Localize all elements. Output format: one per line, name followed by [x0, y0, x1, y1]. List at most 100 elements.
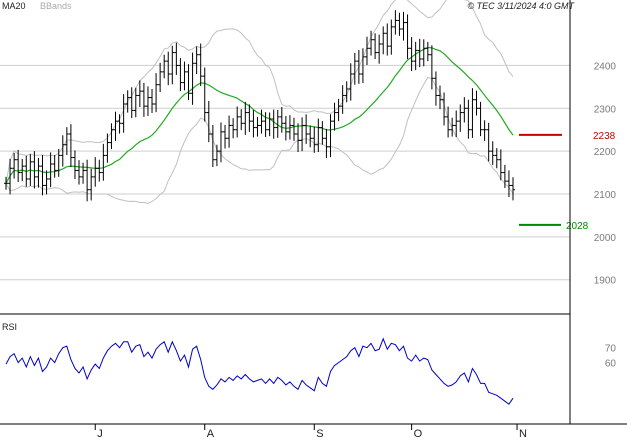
price-bar: [490, 141, 495, 165]
price-bar: [356, 50, 361, 84]
price-bar: [182, 61, 187, 91]
price-bar: [194, 46, 199, 74]
price-bar: [425, 41, 430, 62]
price-bar: [235, 106, 240, 138]
price-bar: [417, 38, 422, 68]
bollinger-bands-layer: [5, 0, 514, 204]
source-timestamp: © TEC 3/11/2024 4:0 GMT: [467, 1, 575, 11]
price-bar: [466, 99, 471, 139]
price-bar: [231, 118, 236, 139]
price-bar: [186, 64, 191, 101]
price-bar: [486, 122, 491, 162]
price-bar: [336, 98, 341, 122]
price-bar: [28, 154, 33, 186]
price-bar: [105, 133, 110, 163]
price-bar: [125, 90, 130, 113]
price-bar: [364, 36, 369, 65]
price-bar: [446, 106, 451, 138]
price-bar: [145, 86, 150, 116]
price-bar: [154, 73, 159, 113]
price-bar: [267, 112, 272, 137]
price-bar: [320, 121, 325, 145]
price-bar: [113, 111, 118, 141]
rsi-y-tick-label: 70: [605, 344, 617, 355]
price-bar: [60, 135, 65, 167]
grid-layer: 1900 2000 2100 2200 2300 2400 60 70: [0, 61, 617, 370]
resistance-label: 2238: [593, 131, 616, 142]
price-bar: [506, 170, 511, 197]
price-bar: [296, 123, 301, 152]
price-bar: [16, 149, 21, 182]
price-bar: [243, 101, 248, 135]
price-bar: [121, 94, 126, 133]
x-tick-label: N: [519, 428, 527, 440]
price-bar: [393, 10, 398, 35]
price-bar: [36, 158, 41, 188]
bollinger-upper-line: [5, 0, 514, 184]
price-bar: [312, 126, 317, 153]
price-bar: [352, 53, 357, 85]
price-bar: [511, 177, 515, 201]
price-bar: [482, 120, 487, 141]
price-bar: [458, 104, 463, 132]
price-bar: [239, 109, 244, 131]
price-bar: [20, 158, 25, 182]
price-bar: [369, 30, 374, 56]
price-bar: [498, 149, 503, 181]
price-bar: [198, 43, 203, 86]
price-bar: [442, 92, 447, 126]
price-bar: [162, 54, 167, 79]
price-bar: [117, 114, 122, 134]
price-bar: [141, 83, 146, 117]
price-bar: [56, 149, 61, 177]
rsi-y-tick-label: 60: [605, 359, 617, 370]
price-bar: [40, 155, 45, 196]
price-bar: [381, 26, 386, 55]
price-bar: [328, 114, 333, 158]
bollinger-lower-line: [5, 76, 514, 204]
price-bar: [344, 81, 349, 103]
y-tick-label: 2200: [594, 147, 617, 158]
price-bar: [206, 101, 211, 143]
rsi-panel-label: RSI: [2, 322, 17, 332]
price-bar: [360, 48, 365, 83]
y-tick-label: 2000: [594, 233, 617, 244]
y-tick-label: 2400: [594, 61, 617, 72]
price-bar: [190, 52, 195, 105]
price-bar: [214, 144, 219, 167]
price-bar: [450, 117, 455, 137]
price-bar: [409, 37, 414, 71]
price-bar: [397, 12, 402, 36]
price-bar: [454, 110, 459, 137]
price-bar: [24, 155, 29, 187]
price-bar: [308, 125, 313, 148]
price-bar: [275, 110, 280, 138]
price-bar: [4, 176, 8, 190]
support-label: 2028: [566, 221, 589, 232]
price-bar: [129, 87, 134, 119]
legend-bbands-label: BBands: [40, 1, 72, 11]
price-bar: [8, 158, 13, 195]
price-bar: [316, 118, 321, 152]
price-bar: [52, 155, 57, 178]
y-tick-label: 2100: [594, 190, 617, 201]
price-bar: [279, 107, 284, 133]
price-bar: [502, 164, 507, 188]
price-bar: [32, 151, 37, 189]
level-lines-layer: 2238 2028: [519, 131, 616, 232]
price-bar: [421, 39, 426, 67]
price-bar: [413, 41, 418, 71]
price-bar: [109, 123, 114, 149]
price-bar: [389, 19, 394, 55]
price-bar: [158, 62, 163, 92]
price-bar: [150, 89, 155, 113]
price-bar: [227, 115, 232, 148]
price-bar: [494, 148, 499, 169]
price-bar: [259, 109, 264, 134]
price-bar: [68, 124, 73, 167]
price-bar: [210, 125, 215, 167]
price-bar: [324, 128, 329, 158]
price-bar: [85, 159, 90, 202]
